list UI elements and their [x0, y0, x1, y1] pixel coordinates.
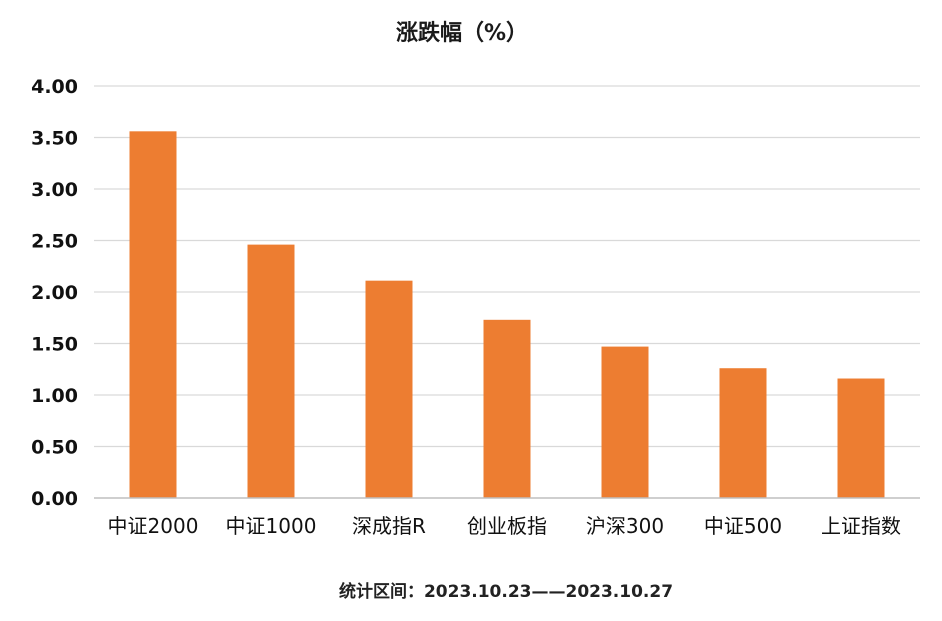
x-tick-label: 创业板指 — [467, 514, 547, 538]
x-tick-label: 中证1000 — [226, 514, 317, 538]
chart-footnote: 统计区间：2023.10.23——2023.10.27 — [339, 581, 673, 602]
x-tick-label: 中证2000 — [108, 514, 199, 538]
y-tick-label: 1.50 — [31, 334, 78, 356]
y-tick-label: 2.50 — [31, 231, 78, 253]
bar — [483, 319, 531, 498]
y-axis-ticks: 0.00 0.50 1.00 1.50 2.00 2.50 3.00 3.50 4.00 — [31, 76, 78, 510]
x-tick-label: 中证500 — [704, 514, 782, 538]
bar — [129, 131, 177, 498]
bar — [601, 346, 649, 498]
y-tick-label: 4.00 — [31, 76, 78, 98]
bars — [129, 131, 885, 498]
y-tick-label: 1.00 — [31, 385, 78, 407]
y-tick-label: 3.50 — [31, 128, 78, 150]
y-tick-label: 0.50 — [31, 437, 78, 459]
bar — [719, 368, 767, 498]
bar — [365, 280, 413, 498]
y-tick-label: 3.00 — [31, 179, 78, 201]
bar — [837, 378, 885, 498]
x-tick-label: 深成指R — [352, 514, 426, 538]
bar — [247, 244, 295, 498]
x-tick-label: 上证指数 — [821, 514, 901, 538]
chart-title: 涨跌幅（%） — [396, 21, 528, 46]
x-axis-ticks: 中证2000 中证1000 深成指R 创业板指 沪深300 中证500 上证指数 — [108, 514, 901, 538]
y-tick-label: 0.00 — [31, 488, 78, 510]
y-tick-label: 2.00 — [31, 282, 78, 304]
x-tick-label: 沪深300 — [586, 514, 664, 538]
